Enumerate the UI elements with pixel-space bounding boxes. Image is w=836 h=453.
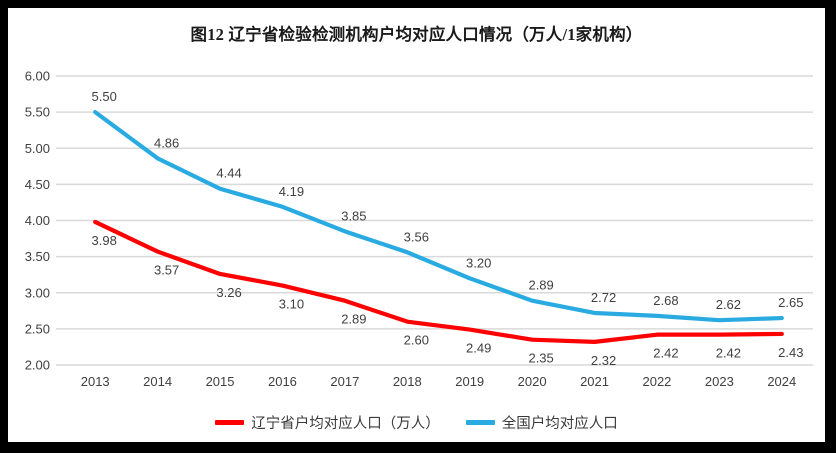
data-point-label: 2.42 (653, 346, 678, 361)
x-axis-tick-label: 2021 (580, 374, 609, 389)
data-point-label: 2.62 (716, 297, 741, 312)
x-axis-tick-label: 2017 (330, 374, 359, 389)
y-axis-tick-label: 2.50 (25, 321, 50, 336)
y-axis-tick-label: 3.00 (25, 285, 50, 300)
line-chart-plot: 6.00 5.50 5.00 4.50 4.00 3.50 3.00 2.50 2.00 3.9… (25, 69, 813, 389)
data-point-label: 5.50 (92, 89, 117, 104)
data-point-label: 4.44 (216, 166, 241, 181)
x-axis-tick-label: 2016 (268, 374, 297, 389)
legend-item-1[interactable]: 全国户均对应人口 (465, 412, 618, 433)
data-point-label: 2.32 (591, 353, 616, 368)
data-point-label: 2.60 (404, 333, 429, 348)
x-axis-tick-labels: 2013 2014 2015 2016 2017 2018 2019 2020 2021 2022… (81, 374, 797, 389)
series-group (93, 110, 784, 344)
gridlines-group (56, 75, 813, 366)
x-axis-tick-label: 2022 (642, 374, 671, 389)
data-point-label: 2.65 (778, 295, 803, 310)
data-point-label: 3.85 (341, 208, 366, 223)
data-point-label: 2.49 (466, 341, 491, 356)
data-point-label: 3.98 (92, 233, 117, 248)
chart-legend: 辽宁省户均对应人口（万人） 全国户均对应人口 (8, 412, 825, 433)
data-point-label: 3.10 (279, 297, 304, 312)
legend-color-swatch (215, 420, 245, 425)
data-point-label: 3.56 (404, 229, 429, 244)
x-axis-tick-label: 2015 (206, 374, 235, 389)
x-axis-tick-label: 2020 (518, 374, 547, 389)
data-point-label: 2.72 (591, 290, 616, 305)
y-axis-tick-label: 4.50 (25, 177, 50, 192)
y-axis-tick-label: 2.00 (25, 358, 50, 373)
y-axis-tick-labels: 6.00 5.50 5.00 4.50 4.00 3.50 3.00 2.50 2.00 (25, 69, 50, 373)
data-point-label: 3.57 (154, 263, 179, 278)
x-axis-tick-label: 2019 (455, 374, 484, 389)
chart-card: 图12 辽宁省检验检测机构户均对应人口情况（万人/1家机构） 6.00 5.50 5… (8, 8, 825, 442)
data-point-label: 2.43 (778, 345, 803, 360)
data-point-label: 3.20 (466, 255, 491, 270)
x-axis-tick-label: 2024 (767, 374, 796, 389)
x-axis-tick-label: 2014 (143, 374, 172, 389)
legend-item-0[interactable]: 辽宁省户均对应人口（万人） (215, 412, 440, 433)
data-point-label: 4.86 (154, 135, 179, 150)
series-line-1 (93, 110, 784, 323)
data-point-label: 2.89 (341, 312, 366, 327)
y-axis-tick-label: 5.00 (25, 141, 50, 156)
y-axis-tick-label: 3.50 (25, 249, 50, 264)
legend-item-label: 辽宁省户均对应人口（万人） (251, 416, 440, 432)
x-axis-tick-label: 2023 (705, 374, 734, 389)
data-point-labels: 3.98 3.57 3.26 3.10 2.89 2.60 2.49 2.35 2.32 2.42… (92, 89, 804, 368)
y-axis-tick-label: 4.00 (25, 213, 50, 228)
data-point-label: 2.42 (716, 346, 741, 361)
data-point-label: 3.26 (216, 285, 241, 300)
data-point-label: 2.89 (528, 278, 553, 293)
x-axis-tick-label: 2018 (393, 374, 422, 389)
y-axis-tick-label: 5.50 (25, 105, 50, 120)
y-axis-tick-label: 6.00 (25, 69, 50, 84)
legend-item-label: 全国户均对应人口 (501, 416, 618, 432)
data-point-label: 2.68 (653, 293, 678, 308)
x-axis-tick-label: 2013 (81, 374, 110, 389)
legend-color-swatch (465, 420, 495, 425)
data-point-label: 4.19 (279, 184, 304, 199)
chart-title: 图12 辽宁省检验检测机构户均对应人口情况（万人/1家机构） (190, 25, 643, 44)
series-line-0 (93, 219, 784, 344)
data-point-label: 2.35 (528, 351, 553, 366)
